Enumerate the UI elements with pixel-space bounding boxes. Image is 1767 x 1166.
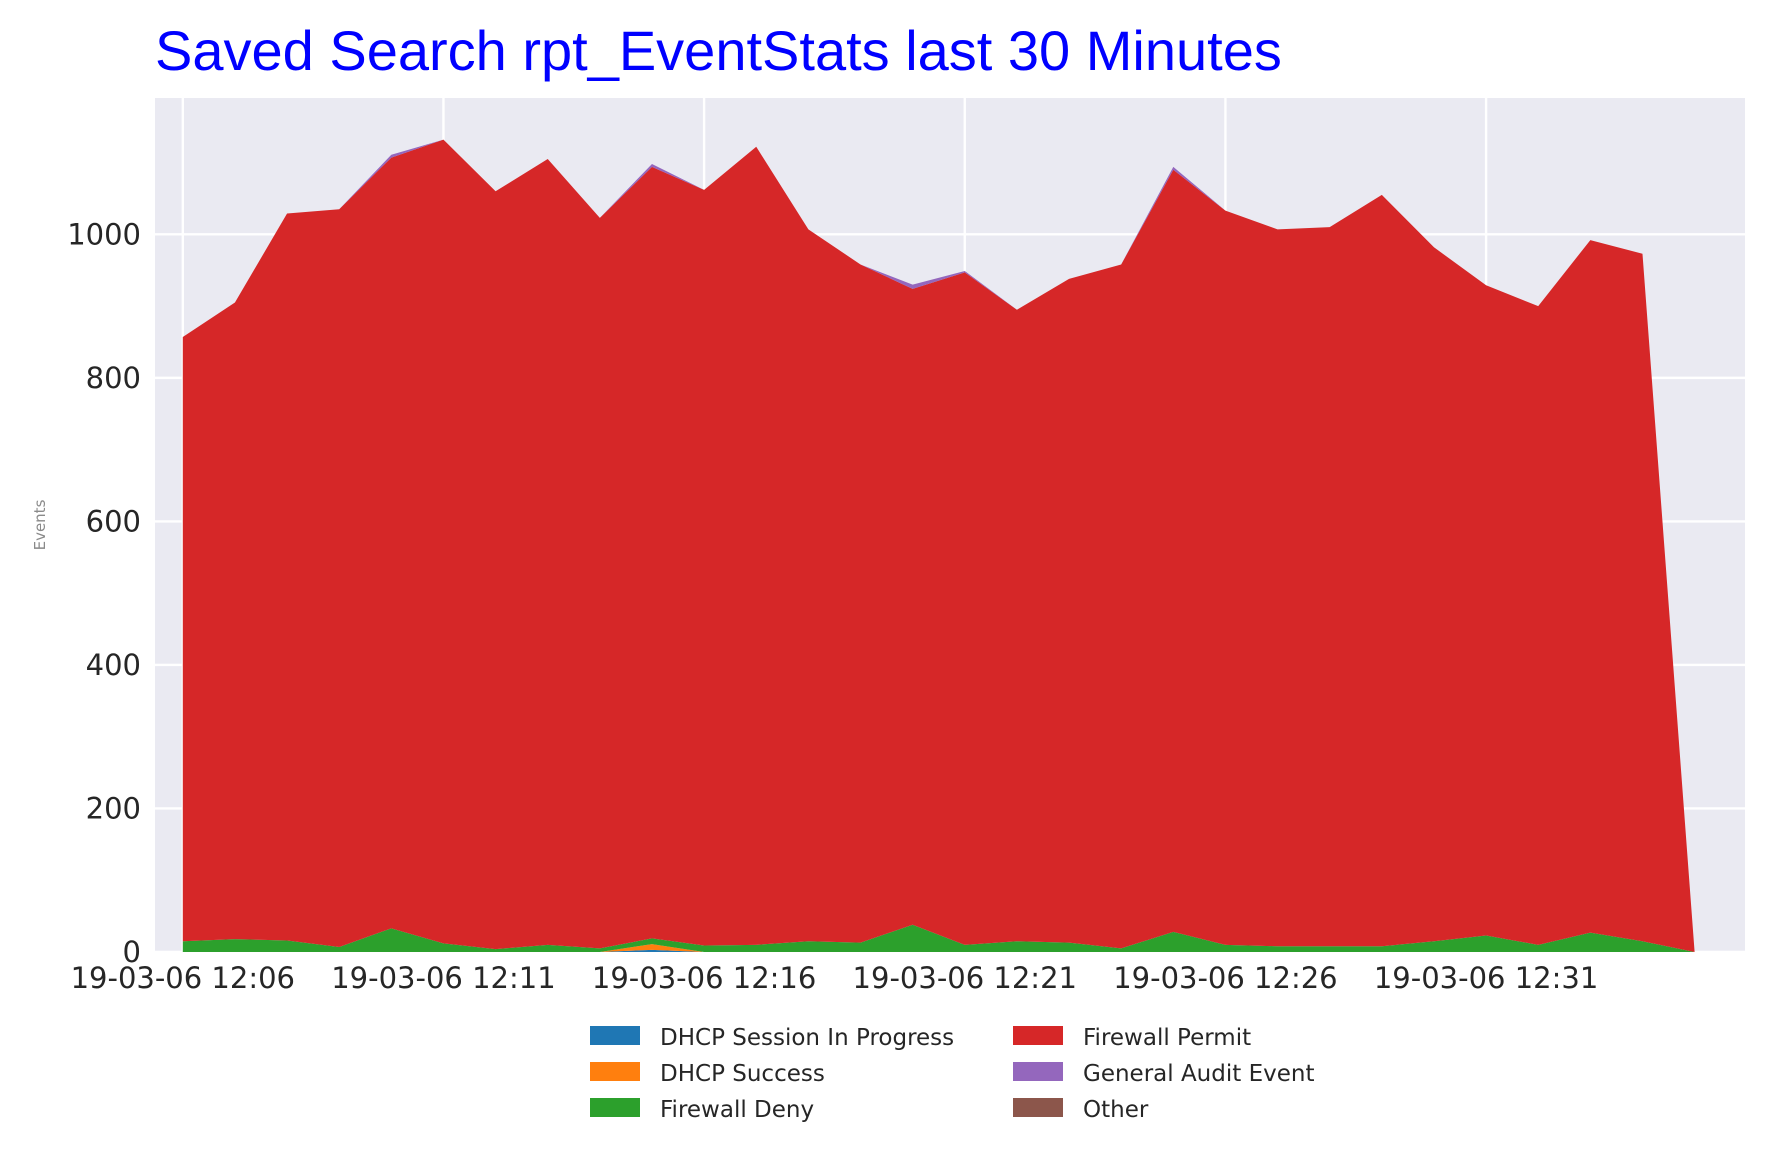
x-tick-label: 19-03-06 12:11 bbox=[331, 961, 555, 995]
legend-swatch-dhcp-session-in-progress bbox=[590, 1026, 640, 1045]
y-axis-ticks: 0 200 400 600 800 1000 bbox=[67, 217, 141, 969]
legend-swatch-other bbox=[1013, 1098, 1063, 1117]
legend-label-firewall-deny: Firewall Deny bbox=[660, 1097, 814, 1123]
legend-label-firewall-permit: Firewall Permit bbox=[1083, 1025, 1251, 1051]
legend-swatch-firewall-permit bbox=[1013, 1026, 1063, 1045]
y-tick-label: 600 bbox=[86, 504, 141, 538]
y-tick-label: 1000 bbox=[67, 217, 141, 251]
y-tick-label: 0 bbox=[123, 935, 141, 969]
x-tick-label: 19-03-06 12:16 bbox=[592, 961, 816, 995]
legend-label-other: Other bbox=[1083, 1097, 1149, 1123]
legend-swatch-dhcp-success bbox=[590, 1062, 640, 1081]
legend-swatch-general-audit-event bbox=[1013, 1062, 1063, 1081]
x-tick-label: 19-03-06 12:21 bbox=[853, 961, 1077, 995]
y-tick-label: 400 bbox=[86, 648, 141, 682]
legend-swatch-firewall-deny bbox=[590, 1098, 640, 1117]
x-tick-label: 19-03-06 12:26 bbox=[1113, 961, 1337, 995]
area-firewall-deny bbox=[182, 924, 1695, 952]
area-firewall-permit bbox=[182, 139, 1695, 952]
x-tick-label: 19-03-06 12:06 bbox=[71, 961, 295, 995]
y-tick-label: 200 bbox=[86, 791, 141, 825]
legend-label-dhcp-success: DHCP Success bbox=[660, 1061, 825, 1087]
legend-label-general-audit-event: General Audit Event bbox=[1083, 1061, 1314, 1087]
y-axis-label: Events bbox=[31, 499, 49, 550]
y-tick-label: 800 bbox=[86, 361, 141, 395]
x-tick-label: 19-03-06 12:31 bbox=[1374, 961, 1598, 995]
legend: DHCP Session In Progress DHCP Success Fire… bbox=[590, 1025, 1314, 1123]
legend-label-dhcp-session-in-progress: DHCP Session In Progress bbox=[660, 1025, 954, 1051]
chart-title: Saved Search rpt_EventStats last 30 Minu… bbox=[155, 19, 1282, 82]
area-series-layer bbox=[182, 139, 1695, 952]
x-axis-ticks: 19-03-06 12:06 19-03-06 12:11 19-03-06 12:… bbox=[71, 961, 1599, 995]
